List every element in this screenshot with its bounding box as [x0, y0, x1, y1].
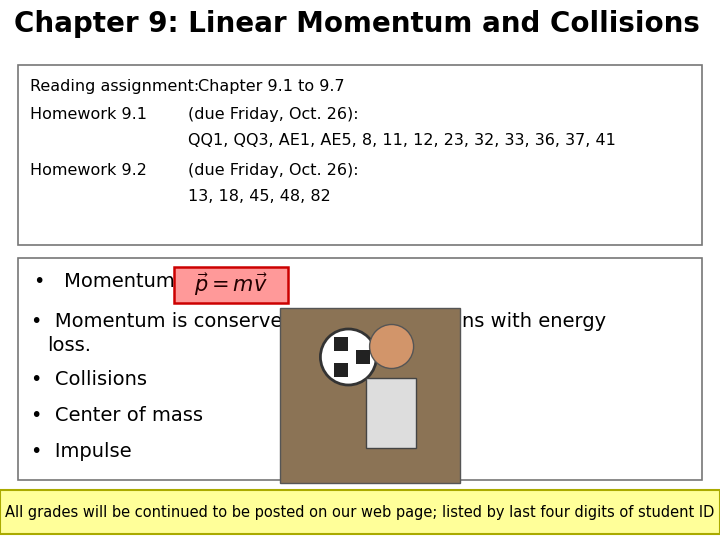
Text: (due Friday, Oct. 26):: (due Friday, Oct. 26):	[188, 163, 359, 178]
Text: •   Momentum: • Momentum	[34, 272, 175, 291]
Text: QQ1, QQ3, AE1, AE5, 8, 11, 12, 23, 32, 33, 36, 37, 41: QQ1, QQ3, AE1, AE5, 8, 11, 12, 23, 32, 3…	[188, 133, 616, 148]
Text: •  Momentum is conserved – even in collisions with energy: • Momentum is conserved – even in collis…	[31, 312, 606, 331]
Text: Reading assignment:: Reading assignment:	[30, 79, 199, 94]
Text: All grades will be continued to be posted on our web page; listed by last four d: All grades will be continued to be poste…	[5, 504, 715, 519]
Text: •  Center of mass: • Center of mass	[31, 406, 203, 425]
FancyBboxPatch shape	[174, 267, 288, 303]
Text: 13, 18, 45, 48, 82: 13, 18, 45, 48, 82	[188, 189, 330, 204]
Polygon shape	[334, 337, 348, 351]
Polygon shape	[334, 363, 348, 377]
Text: Homework 9.1: Homework 9.1	[30, 107, 147, 122]
FancyBboxPatch shape	[18, 258, 702, 480]
Text: (due Friday, Oct. 26):: (due Friday, Oct. 26):	[188, 107, 359, 122]
FancyBboxPatch shape	[18, 65, 702, 245]
Circle shape	[369, 325, 413, 368]
Text: loss.: loss.	[47, 336, 91, 355]
Bar	[366, 378, 416, 448]
Text: Chapter 9.1 to 9.7: Chapter 9.1 to 9.7	[198, 79, 345, 94]
Text: Homework 9.2: Homework 9.2	[30, 163, 147, 178]
FancyBboxPatch shape	[0, 490, 720, 534]
Text: $\vec{p} = m\vec{v}$: $\vec{p} = m\vec{v}$	[194, 272, 268, 299]
Circle shape	[320, 329, 377, 385]
Bar	[280, 308, 460, 483]
Polygon shape	[356, 350, 370, 364]
Text: •  Collisions: • Collisions	[31, 370, 147, 389]
Text: •  Impulse: • Impulse	[31, 442, 132, 461]
Text: Chapter 9: Linear Momentum and Collisions: Chapter 9: Linear Momentum and Collision…	[14, 10, 700, 38]
